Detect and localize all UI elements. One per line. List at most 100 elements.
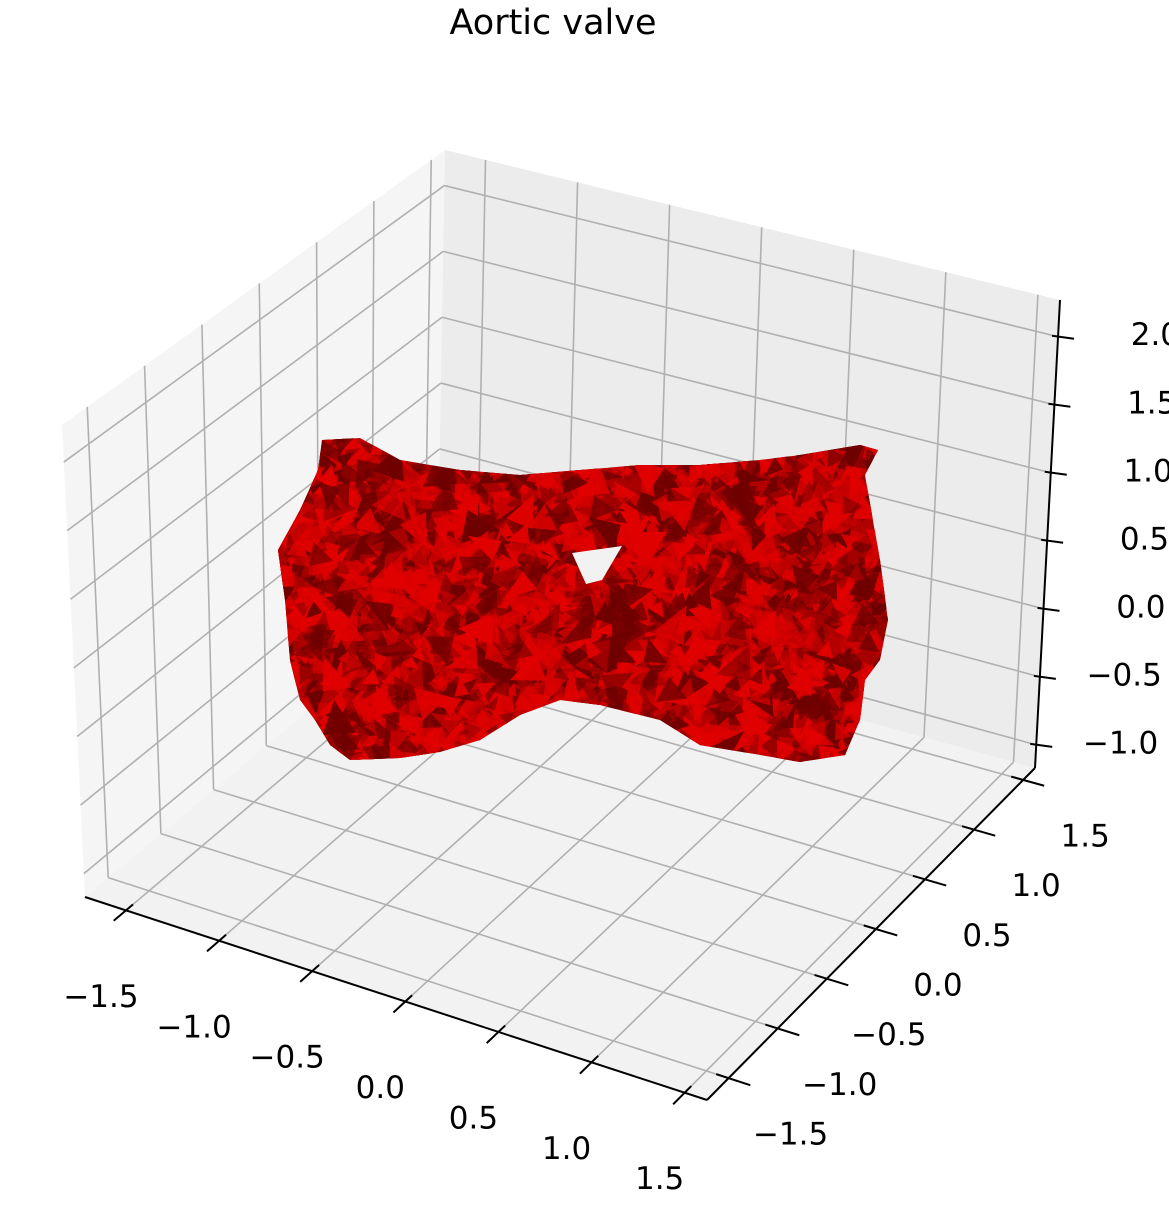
tick-mark xyxy=(1037,606,1060,612)
mesh-facet xyxy=(540,619,563,636)
mesh-facet xyxy=(591,629,634,667)
mesh-facet xyxy=(304,688,326,716)
mesh-facet xyxy=(834,721,852,741)
mesh-facet xyxy=(514,677,538,717)
tick-mark xyxy=(299,964,320,983)
mesh-facet xyxy=(811,663,830,685)
mesh-facet xyxy=(833,619,854,640)
mesh-facet xyxy=(439,609,462,629)
mesh-facet xyxy=(278,561,294,587)
mesh-facet xyxy=(452,629,477,651)
mesh-facet xyxy=(457,496,479,517)
mesh-facet xyxy=(866,585,883,605)
mesh-facet xyxy=(429,639,446,655)
mesh-facet xyxy=(358,694,371,711)
mesh-facet xyxy=(697,658,711,675)
x-tick-label: 1.0 xyxy=(542,1131,591,1167)
mesh-facet xyxy=(831,512,853,533)
mesh-facet xyxy=(367,560,378,574)
mesh-facet xyxy=(430,625,462,664)
mesh-facet xyxy=(299,660,317,686)
mesh-facet xyxy=(454,471,482,495)
mesh-facet xyxy=(529,601,561,635)
mesh-facet xyxy=(471,585,508,618)
mesh-facet xyxy=(710,554,723,568)
mesh-facet xyxy=(314,508,335,536)
mesh-facet xyxy=(467,620,483,639)
mesh-facet xyxy=(565,594,587,611)
mesh-facet xyxy=(808,563,827,576)
mesh-facet xyxy=(290,571,316,593)
tick-mark xyxy=(912,874,947,887)
tick-mark xyxy=(485,1024,506,1044)
mesh-facet xyxy=(438,589,457,606)
grid-line xyxy=(923,272,947,738)
mesh-facet xyxy=(454,705,470,715)
mesh-facet xyxy=(335,628,358,652)
grid-line xyxy=(404,687,746,1003)
grid-line xyxy=(201,324,215,790)
mesh-facet xyxy=(804,520,821,536)
mesh-facet xyxy=(737,514,760,529)
grid-line xyxy=(70,316,443,600)
mesh-facet xyxy=(691,521,712,540)
mesh-facet xyxy=(486,676,510,698)
mesh-facet xyxy=(619,600,648,623)
mesh-facet xyxy=(393,487,411,508)
tick-mark xyxy=(814,973,849,987)
mesh-facet xyxy=(765,550,785,575)
mesh-facet xyxy=(336,534,359,556)
mesh-facet xyxy=(365,541,385,565)
mesh-facet xyxy=(483,695,499,711)
mesh-facet xyxy=(294,652,311,668)
mesh-facet xyxy=(750,520,766,537)
mesh-facet xyxy=(410,655,440,684)
x-tick-label: −1.0 xyxy=(156,1009,231,1045)
mesh-facet xyxy=(601,672,634,702)
mesh-facet xyxy=(499,652,520,674)
z-tick-label: 0.0 xyxy=(1116,589,1165,625)
mesh-facet xyxy=(610,555,631,572)
mesh-facet xyxy=(347,616,363,629)
mesh-facet xyxy=(436,663,457,688)
tick-mark xyxy=(863,924,898,937)
mesh-facet xyxy=(557,596,577,613)
mesh-facet xyxy=(766,710,804,752)
mesh-facet xyxy=(830,552,849,576)
mesh-facet xyxy=(432,560,445,575)
mesh-facet xyxy=(536,551,558,570)
mesh-facet xyxy=(434,520,451,546)
mesh-facet xyxy=(682,727,716,757)
tick-mark xyxy=(1051,334,1075,340)
mesh-facet xyxy=(477,712,502,741)
mesh-facet xyxy=(356,554,377,574)
mesh-facet xyxy=(839,441,867,470)
mesh-facet xyxy=(723,612,748,641)
tick-mark xyxy=(715,1073,751,1087)
mesh-facet xyxy=(736,660,750,675)
mesh-facet xyxy=(687,579,712,611)
mesh-facet xyxy=(646,601,664,618)
tick-mark xyxy=(206,933,227,953)
mesh-facet xyxy=(777,736,795,752)
grid-line xyxy=(684,761,1015,1094)
mesh-facet xyxy=(359,441,374,458)
mesh-facet xyxy=(764,457,784,477)
mesh-facet xyxy=(337,650,350,664)
mesh-facet xyxy=(520,524,542,548)
grid-line xyxy=(66,250,444,532)
mesh-facet xyxy=(306,626,336,652)
mesh-facet xyxy=(461,581,488,607)
mesh-facet xyxy=(597,600,625,630)
mesh-facet xyxy=(562,472,590,495)
grid-line xyxy=(443,250,1055,406)
mesh-facet xyxy=(797,463,813,485)
mesh-facet xyxy=(733,468,758,487)
mesh-facet xyxy=(331,480,350,509)
grid-line xyxy=(590,736,925,1063)
mesh-facet xyxy=(330,438,347,446)
mesh-facet xyxy=(393,675,426,710)
mesh-facet xyxy=(798,653,825,679)
mesh-facet xyxy=(639,513,654,530)
tick-mark xyxy=(1033,674,1057,680)
